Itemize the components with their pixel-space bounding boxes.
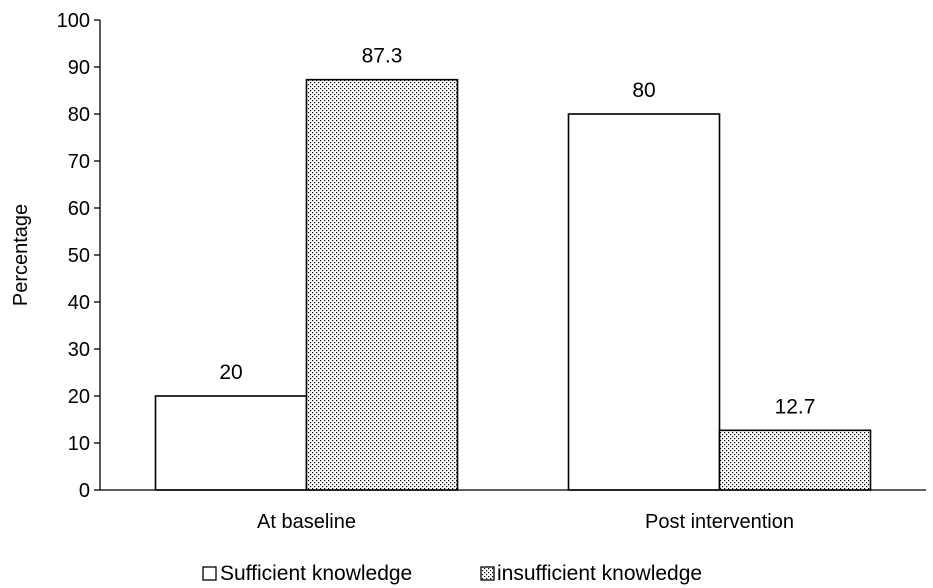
legend-swatch-solid bbox=[202, 566, 217, 581]
y-tick-label: 60 bbox=[68, 198, 90, 220]
x-category-label: Post intervention bbox=[645, 511, 794, 533]
y-axis-ticks: 0 10 20 30 40 50 60 70 80 90 100 bbox=[57, 10, 100, 502]
legend-swatch-dotted bbox=[480, 566, 495, 581]
y-tick-label: 40 bbox=[68, 292, 90, 314]
y-tick-label: 100 bbox=[57, 10, 90, 32]
legend: Sufficient knowledge insufficient knowle… bbox=[202, 562, 702, 585]
y-tick-label: 80 bbox=[68, 104, 90, 126]
x-axis-categories: At baseline Post intervention bbox=[257, 511, 794, 533]
y-axis-label: Percentage bbox=[10, 204, 32, 306]
data-label: 20 bbox=[219, 361, 242, 384]
y-tick-label: 30 bbox=[68, 339, 90, 361]
bar-sufficient-knowledge-at-baseline bbox=[154, 395, 308, 491]
legend-label-insufficient-knowledge: insufficient knowledge bbox=[497, 562, 702, 585]
data-labels: 20 87.3 80 12.7 bbox=[219, 45, 815, 419]
data-label: 87.3 bbox=[362, 45, 403, 68]
x-category-label: At baseline bbox=[257, 511, 356, 533]
y-tick-label: 10 bbox=[68, 433, 90, 455]
data-label: 80 bbox=[632, 79, 655, 102]
legend-label-sufficient-knowledge: Sufficient knowledge bbox=[220, 562, 412, 585]
y-tick-label: 50 bbox=[68, 245, 90, 267]
y-tick-label: 70 bbox=[68, 151, 90, 173]
bars bbox=[154, 78, 872, 491]
y-tick-label: 90 bbox=[68, 57, 90, 79]
legend-item-sufficient-knowledge: Sufficient knowledge bbox=[202, 562, 412, 585]
data-label: 12.7 bbox=[775, 395, 816, 418]
y-tick-label: 0 bbox=[79, 480, 90, 502]
bar-sufficient-knowledge-post-intervention bbox=[567, 113, 721, 491]
bar-insufficient-knowledge-post-intervention bbox=[718, 429, 872, 491]
legend-item-insufficient-knowledge: insufficient knowledge bbox=[480, 562, 702, 585]
y-tick-label: 20 bbox=[68, 386, 90, 408]
bar-insufficient-knowledge-at-baseline bbox=[305, 78, 459, 491]
